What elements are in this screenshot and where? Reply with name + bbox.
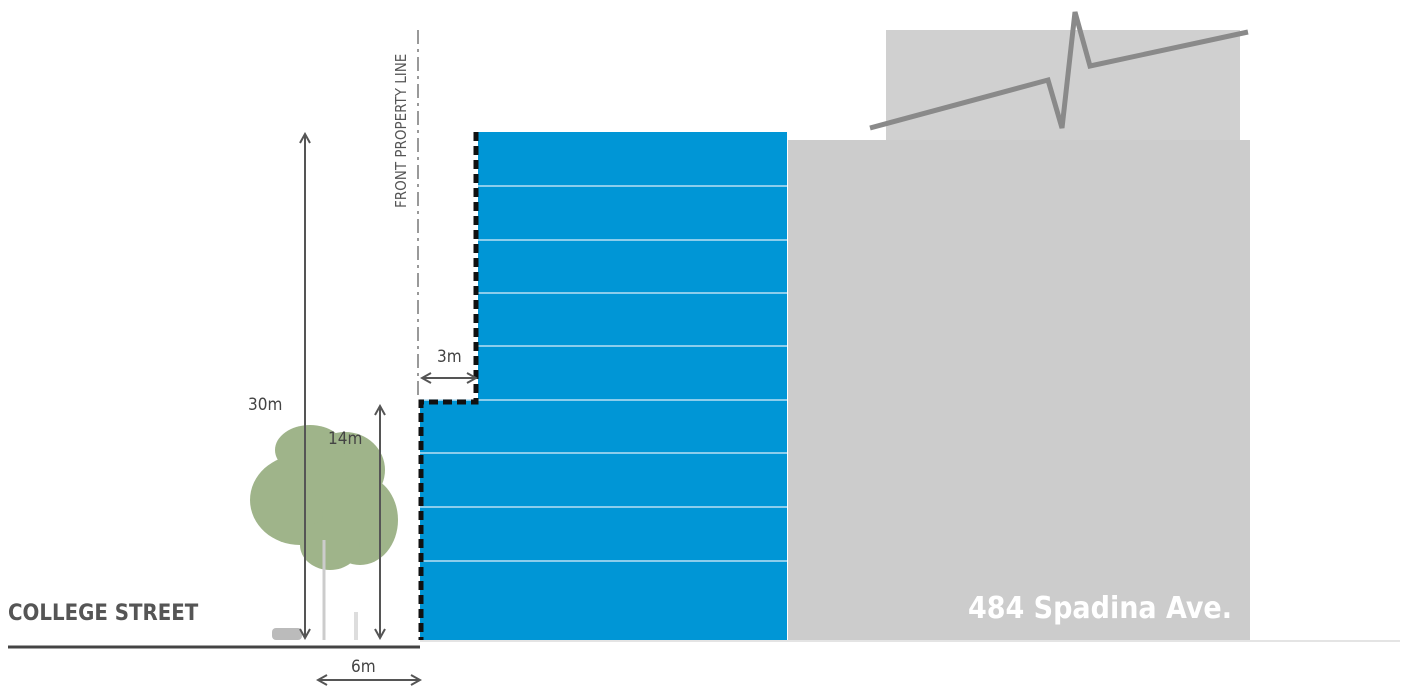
podium xyxy=(420,400,787,640)
sidewalk-label: 6m xyxy=(351,657,376,677)
street-label: COLLEGE STREET xyxy=(8,601,199,626)
envelope-outline xyxy=(418,132,479,640)
car xyxy=(272,628,302,640)
property-line-label: FRONT PROPERTY LINE xyxy=(392,54,410,208)
height-total-label: 30m xyxy=(248,395,282,415)
setback-label: 3m xyxy=(437,347,462,367)
break-line xyxy=(869,11,1249,131)
height-base-label: 14m xyxy=(328,429,362,449)
tower xyxy=(478,132,787,402)
floor-lines xyxy=(420,185,787,562)
neighbour-building xyxy=(788,140,1250,640)
neighbour-label: 484 Spadina Ave. xyxy=(968,591,1232,626)
